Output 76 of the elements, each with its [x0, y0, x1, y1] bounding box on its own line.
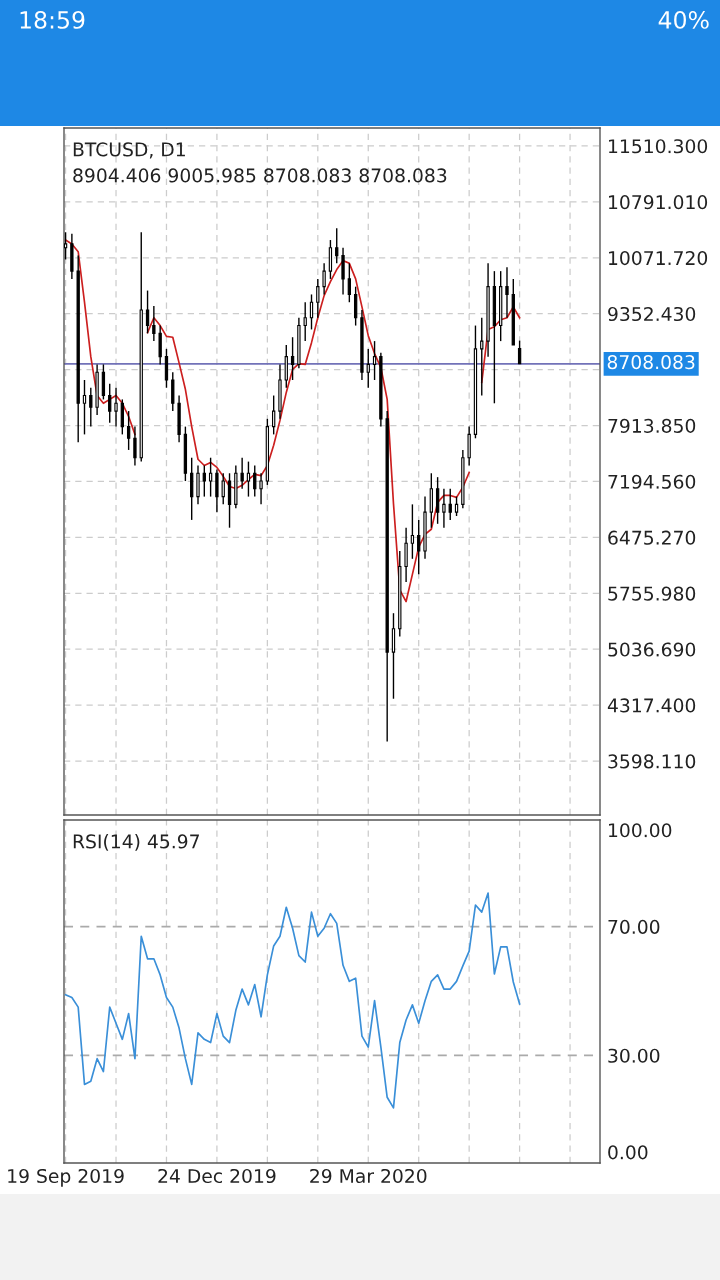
candlestick: [202, 464, 206, 498]
y-tick-label: 10791.010: [609, 195, 708, 210]
candlestick: [290, 336, 295, 381]
candlestick: [353, 285, 358, 327]
candlestick: [480, 317, 484, 397]
candlestick: [171, 371, 175, 412]
candlestick: [208, 457, 213, 498]
y-tick-label: 30.00: [608, 1048, 660, 1063]
candlestick: [114, 387, 118, 428]
y-tick-label: 9352.430: [608, 306, 696, 322]
candlestick: [322, 262, 326, 296]
x-tick-label: 19 Sep 2019: [8, 1168, 124, 1187]
candlestick: [272, 394, 276, 436]
candlestick: [442, 488, 446, 529]
candlestick: [221, 472, 225, 506]
candlestick: [158, 324, 162, 366]
candlestick: [108, 383, 112, 424]
candlestick: [126, 410, 131, 451]
candlestick: [190, 457, 194, 521]
candlestick: [253, 464, 257, 498]
y-tick-label: 7913.850: [608, 418, 696, 433]
candlestick: [64, 231, 68, 261]
candlestick: [435, 476, 440, 525]
candlestick: [227, 472, 232, 529]
candlestick: [246, 460, 251, 498]
candlestick: [505, 266, 509, 319]
line-series: [64, 892, 521, 1109]
candlestick: [303, 301, 307, 342]
candlestick: [372, 340, 377, 381]
candlestick: [316, 278, 320, 319]
y-tick-label: 5036.690: [608, 642, 696, 657]
candlestick: [101, 363, 106, 401]
candlestick: [341, 247, 345, 296]
candlestick: [404, 526, 408, 583]
candlestick: [448, 488, 452, 521]
candlestick: [196, 464, 200, 506]
candlestick: [284, 344, 288, 389]
y-tick-label: 70.00: [608, 919, 660, 934]
text: 18:59: [20, 10, 85, 29]
candlestick: [328, 239, 333, 280]
candlestick: [133, 425, 137, 467]
y-tick-label: 6475.270: [608, 530, 696, 545]
x-tick-label: 29 Mar 2020: [310, 1168, 427, 1184]
candlestick: [89, 387, 93, 428]
candlestick: [240, 457, 244, 490]
candlestick: [391, 612, 396, 700]
candlestick: [152, 305, 156, 342]
y-tick-label: 100.00: [609, 823, 672, 838]
candlestick: [215, 468, 219, 513]
y-tick-label: 7194.560: [608, 474, 696, 489]
y-tick-label: 0.00: [608, 1145, 648, 1160]
x-tick-label: 24 Dec 2019: [158, 1168, 276, 1184]
candlestick: [347, 262, 351, 303]
candlestick: [82, 379, 87, 436]
candlestick: [410, 503, 415, 560]
candlestick: [429, 472, 433, 529]
candlestick: [120, 398, 124, 436]
text: RSI(14) 45.97: [73, 834, 199, 851]
candlestick: [467, 425, 471, 467]
y-tick-label: 11510.300: [609, 139, 708, 154]
y-tick-label: 3598.110: [608, 754, 696, 769]
candlestick: [335, 227, 339, 265]
candlestick: [417, 519, 421, 576]
candlestick: [366, 348, 370, 389]
text: 8904.406 9005.985 8708.083 8708.083: [73, 168, 447, 183]
candlestick: [259, 472, 263, 506]
y-tick-label: 5755.980: [608, 586, 696, 601]
candlestick: [517, 339, 522, 365]
y-tick-label: 4317.400: [607, 698, 696, 713]
y-tick-label: 10071.720: [609, 250, 708, 266]
ref-line-label: 8708.083: [607, 355, 695, 370]
candlestick: [145, 289, 150, 335]
candlestick: [454, 495, 459, 517]
text: 40%: [658, 10, 709, 29]
candlestick: [164, 348, 169, 389]
text: BTCUSD, D1: [73, 142, 185, 159]
